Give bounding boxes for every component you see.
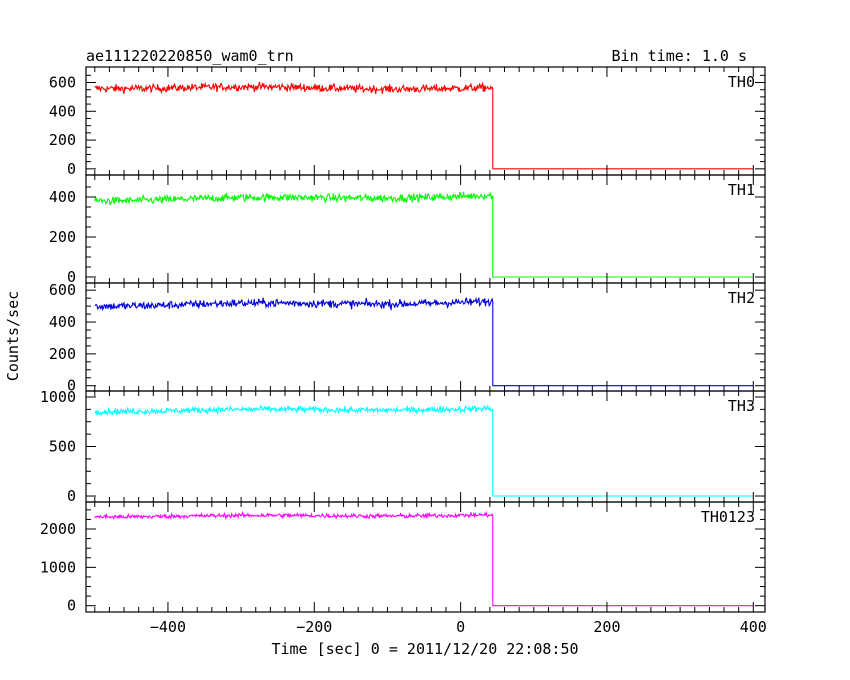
y-axis-label: Counts/sec [4,291,22,381]
y-tick-label: 500 [49,438,76,456]
y-tick-label: 0 [67,160,76,178]
x-tick-label: −400 [150,618,186,636]
x-tick-label: 200 [593,618,620,636]
y-tick-label: 200 [49,131,76,149]
panel-frame [85,66,766,176]
y-tick-label: 600 [49,74,76,92]
y-tick-label: 200 [49,228,76,246]
series-line-th0123 [94,510,754,607]
y-tick-label: 200 [49,345,76,363]
series-label-th0: TH0 [728,73,755,91]
y-tick-label: 0 [67,268,76,286]
x-tick-label: 0 [456,618,465,636]
panel-frame [85,390,766,503]
y-tick-label: 0 [67,377,76,395]
x-axis: −400 −200 0 200 400 [150,618,767,636]
x-tick-label: −200 [296,618,332,636]
y-tick-label: 1000 [40,558,76,576]
y-tick-label: 400 [49,188,76,206]
panel-th0123: 0 1000 2000 TH0123 [40,501,766,615]
x-axis-label: Time [sec] 0 = 2011/12/20 22:08:50 [271,640,578,658]
y-tick-label: 2000 [40,520,76,538]
series-line-th2 [94,296,754,387]
panel-frame [85,501,766,613]
y-tick-label: 400 [49,313,76,331]
panel-th2: 0 200 400 600 TH2 [49,281,766,395]
series-label-th3: TH3 [728,397,755,415]
y-tick-label: 0 [67,487,76,505]
series-label-th1: TH1 [728,181,755,199]
y-tick-label: 0 [67,597,76,615]
panel-th3: 0 500 1000 TH3 [40,388,766,505]
series-line-th0 [94,81,754,170]
panel-frame [85,174,766,284]
series-line-th1 [94,191,754,278]
bin-time-label: Bin time: 1.0 s [612,47,747,65]
y-tick-label: 1000 [40,388,76,406]
panel-th1: 0 200 400 TH1 [49,174,766,286]
panels: 0 200 400 600 TH0 0 200 400 TH1 0 200 400 600 TH2 0 500… [40,66,766,615]
series-label-th2: TH2 [728,289,755,307]
series-line-th3 [94,404,754,497]
y-tick-label: 600 [49,281,76,299]
x-tick-label: 400 [740,618,767,636]
series-label-th0123: TH0123 [701,508,755,526]
y-tick-label: 400 [49,102,76,120]
panel-th0: 0 200 400 600 TH0 [49,66,766,178]
chart-title: ae111220220850_wam0_trn [86,47,294,65]
